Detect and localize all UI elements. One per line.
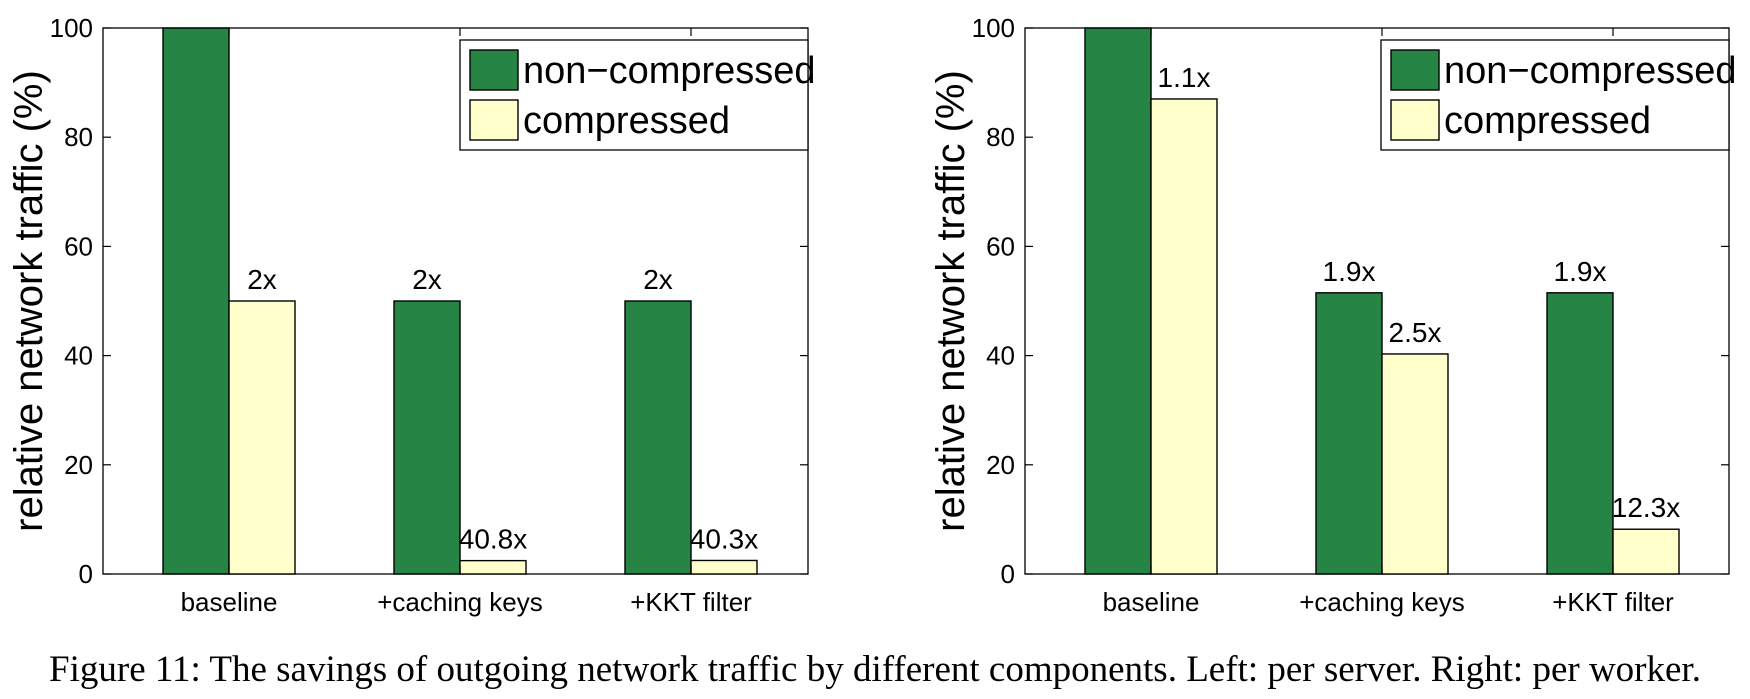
legend-swatch bbox=[1390, 99, 1440, 141]
x-tick-label: +KKT filter bbox=[630, 587, 752, 617]
y-tick-label: 80 bbox=[986, 122, 1015, 152]
bar bbox=[1084, 27, 1152, 575]
y-tick-label: 40 bbox=[64, 341, 93, 371]
bar bbox=[1381, 353, 1449, 575]
x-tick-label: +caching keys bbox=[377, 587, 542, 617]
bar-label: 40.8x bbox=[459, 524, 528, 555]
legend-swatch bbox=[469, 99, 519, 141]
bar bbox=[228, 300, 296, 575]
legend-label: compressed bbox=[523, 100, 730, 142]
y-tick-label: 20 bbox=[986, 450, 1015, 480]
y-axis-label: relative network traffic (%) bbox=[929, 70, 973, 532]
bar bbox=[624, 300, 692, 575]
right-chart: 0 20 40 60 80 100 relative network traffic (%)… bbox=[929, 13, 1737, 617]
y-tick-label: 60 bbox=[986, 231, 1015, 261]
y-tick-label: 0 bbox=[79, 559, 93, 589]
y-tick-label: 0 bbox=[1001, 559, 1015, 589]
bar-label: 2x bbox=[643, 264, 673, 295]
bar-label: 40.3x bbox=[690, 523, 759, 554]
legend-label: non−compressed bbox=[523, 50, 816, 92]
bar-label: 1.9x bbox=[1323, 256, 1376, 287]
legend-label: non−compressed bbox=[1444, 50, 1737, 92]
bar-label: 2x bbox=[247, 264, 277, 295]
x-tick-label: baseline bbox=[1103, 587, 1200, 617]
bar bbox=[1150, 98, 1218, 575]
y-tick-label: 20 bbox=[64, 450, 93, 480]
x-tick-label: +caching keys bbox=[1299, 587, 1464, 617]
bar bbox=[690, 559, 758, 575]
bar bbox=[393, 300, 461, 575]
x-tick-label: +KKT filter bbox=[1552, 587, 1674, 617]
bar-label: 2.5x bbox=[1389, 317, 1442, 348]
bar-label: 2x bbox=[412, 264, 442, 295]
y-tick-label: 40 bbox=[986, 341, 1015, 371]
bar bbox=[1612, 528, 1680, 575]
left-chart: 0 20 40 60 80 100 relative network traffic (%)… bbox=[7, 13, 816, 617]
bar-label: 12.3x bbox=[1612, 492, 1681, 523]
legend-swatch bbox=[1390, 49, 1440, 91]
figure-caption: Figure 11: The savings of outgoing netwo… bbox=[49, 649, 1701, 690]
y-tick-label: 100 bbox=[50, 13, 93, 43]
bar bbox=[1315, 292, 1383, 575]
bar-label: 1.9x bbox=[1554, 256, 1607, 287]
legend-label: compressed bbox=[1444, 100, 1651, 142]
y-tick-label: 100 bbox=[972, 13, 1015, 43]
bar-label: 1.1x bbox=[1158, 62, 1211, 93]
y-tick-label: 80 bbox=[64, 122, 93, 152]
y-axis-label: relative network traffic (%) bbox=[7, 70, 51, 532]
bar bbox=[162, 27, 230, 575]
bar bbox=[459, 559, 527, 575]
x-tick-label: baseline bbox=[181, 587, 278, 617]
legend-swatch bbox=[469, 49, 519, 91]
bar bbox=[1546, 292, 1614, 575]
y-tick-label: 60 bbox=[64, 231, 93, 261]
